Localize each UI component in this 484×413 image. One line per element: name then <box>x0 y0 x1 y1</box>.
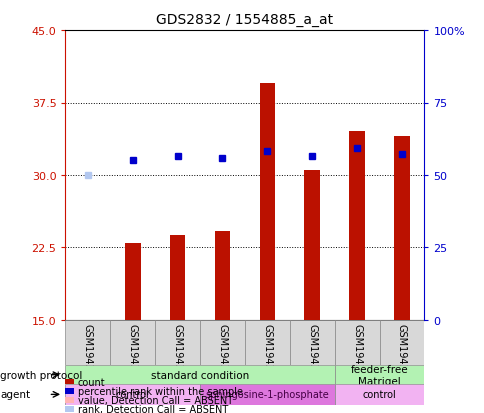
Text: percentile rank within the sample: percentile rank within the sample <box>77 386 242 396</box>
Bar <box>289 320 334 366</box>
Bar <box>378 320 424 366</box>
Text: GSM194310: GSM194310 <box>217 324 227 382</box>
Bar <box>334 320 378 366</box>
Text: growth protocol: growth protocol <box>0 370 82 380</box>
Text: value, Detection Call = ABSENT: value, Detection Call = ABSENT <box>77 395 232 405</box>
Text: GSM194314: GSM194314 <box>396 324 406 382</box>
Bar <box>65 384 199 405</box>
Text: GSM194313: GSM194313 <box>351 324 362 382</box>
Title: GDS2832 / 1554885_a_at: GDS2832 / 1554885_a_at <box>156 13 333 27</box>
Bar <box>334 366 424 384</box>
Bar <box>110 320 155 366</box>
Bar <box>244 320 289 366</box>
Bar <box>65 320 110 366</box>
Text: feeder-free
Matrigel: feeder-free Matrigel <box>350 364 408 386</box>
Text: GSM194307: GSM194307 <box>83 324 93 382</box>
Text: GSM194309: GSM194309 <box>172 324 182 382</box>
Bar <box>259 84 274 320</box>
Text: agent: agent <box>0 389 30 399</box>
Bar <box>304 171 319 320</box>
Text: count: count <box>77 377 105 387</box>
Text: standard condition: standard condition <box>151 370 249 380</box>
Bar <box>155 320 200 366</box>
Bar <box>65 366 334 384</box>
Bar <box>200 384 334 405</box>
Text: rank, Detection Call = ABSENT: rank, Detection Call = ABSENT <box>77 404 227 413</box>
Bar <box>169 235 185 320</box>
Bar <box>200 320 244 366</box>
Text: control: control <box>362 389 395 399</box>
Text: sphingosine-1-phosphate: sphingosine-1-phosphate <box>205 389 329 399</box>
Text: GSM194308: GSM194308 <box>127 324 137 382</box>
Bar <box>393 137 409 320</box>
Bar <box>125 243 140 320</box>
Text: GSM194311: GSM194311 <box>262 324 272 382</box>
Text: GSM194312: GSM194312 <box>306 324 317 382</box>
Bar <box>348 132 364 320</box>
Bar <box>334 384 424 405</box>
Text: control: control <box>116 389 150 399</box>
Bar <box>214 231 230 320</box>
